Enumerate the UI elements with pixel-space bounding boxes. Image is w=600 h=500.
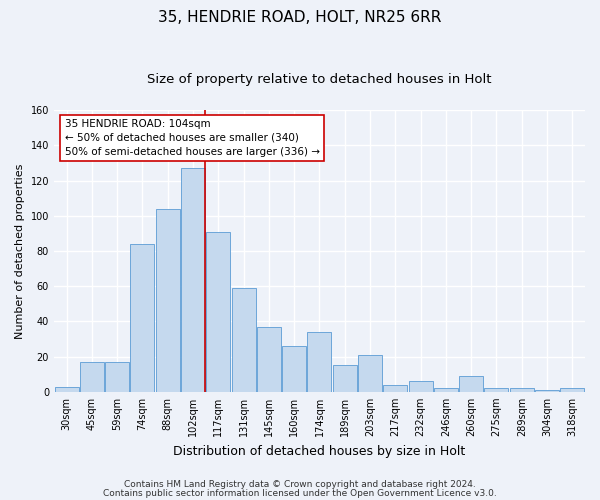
Bar (459, 376, 483, 392)
Text: Contains public sector information licensed under the Open Government Licence v3: Contains public sector information licen… (103, 489, 497, 498)
Bar (130, 244, 154, 392)
Bar (257, 326, 281, 392)
Bar (307, 332, 331, 392)
Y-axis label: Number of detached properties: Number of detached properties (15, 164, 25, 338)
Bar (560, 388, 584, 392)
Bar (181, 168, 205, 392)
Bar (409, 381, 433, 392)
Bar (535, 390, 559, 392)
Bar (358, 355, 382, 392)
Bar (333, 366, 357, 392)
Text: Contains HM Land Registry data © Crown copyright and database right 2024.: Contains HM Land Registry data © Crown c… (124, 480, 476, 489)
Bar (105, 362, 129, 392)
Text: 35 HENDRIE ROAD: 104sqm
← 50% of detached houses are smaller (340)
50% of semi-d: 35 HENDRIE ROAD: 104sqm ← 50% of detache… (65, 118, 320, 156)
Bar (434, 388, 458, 392)
Bar (156, 209, 180, 392)
Bar (206, 232, 230, 392)
Bar (484, 388, 508, 392)
Bar (232, 288, 256, 392)
Title: Size of property relative to detached houses in Holt: Size of property relative to detached ho… (147, 72, 492, 86)
Bar (510, 388, 534, 392)
Bar (80, 362, 104, 392)
Bar (55, 386, 79, 392)
X-axis label: Distribution of detached houses by size in Holt: Distribution of detached houses by size … (173, 444, 466, 458)
Bar (383, 385, 407, 392)
Text: 35, HENDRIE ROAD, HOLT, NR25 6RR: 35, HENDRIE ROAD, HOLT, NR25 6RR (158, 10, 442, 25)
Bar (282, 346, 306, 392)
